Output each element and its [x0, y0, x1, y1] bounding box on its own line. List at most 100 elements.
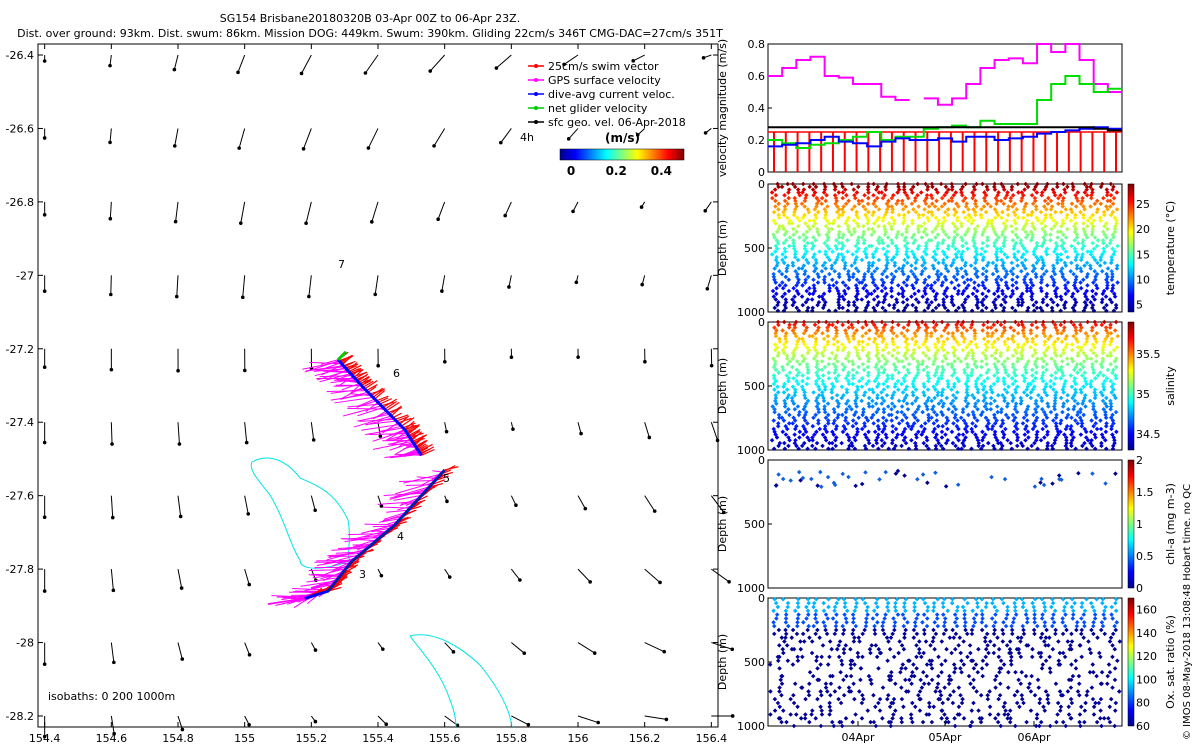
profile-point — [889, 271, 894, 277]
profile-point — [796, 308, 802, 313]
profile-point — [879, 288, 885, 294]
swim-vector — [381, 401, 394, 407]
salinity-y-tick-label: 0 — [758, 316, 765, 329]
profile-point — [840, 280, 846, 285]
profile-point — [942, 305, 948, 311]
profile-point — [933, 257, 938, 263]
profile-point — [790, 302, 796, 308]
oxygen-colorbar-tick: 60 — [1136, 720, 1150, 733]
geostrophic-arrow-head — [730, 714, 735, 718]
profile-point — [800, 283, 805, 288]
geostrophic-arrow-head — [451, 650, 456, 654]
geostrophic-arrow — [568, 128, 579, 140]
profile-point — [802, 271, 807, 277]
profile-point — [811, 254, 816, 260]
profile-point — [965, 277, 970, 283]
geostrophic-arrow-head — [108, 216, 113, 221]
profile-point — [984, 305, 989, 311]
geostrophic-arrow-head — [703, 131, 708, 135]
map-x-tick-label: 154.6 — [96, 732, 128, 745]
profile-point — [795, 271, 800, 277]
profile-point — [825, 254, 830, 260]
profile-point — [990, 271, 996, 277]
profile-point — [976, 283, 981, 288]
geostrophic-arrow — [706, 275, 712, 289]
profile-point — [994, 257, 1000, 263]
gps-surface-vector — [308, 569, 346, 571]
profile-point — [884, 291, 889, 297]
track-label: 3 — [359, 568, 366, 581]
profile-point — [815, 280, 821, 285]
geostrophic-arrow — [110, 495, 114, 518]
profile-point — [944, 254, 950, 260]
map-x-tick-label: 154.4 — [29, 732, 61, 745]
profile-point — [936, 302, 942, 308]
gps-surface-vector — [382, 506, 411, 509]
geostrophic-arrow — [301, 54, 312, 74]
gps-surface-vector — [386, 436, 410, 442]
profile-point — [979, 308, 985, 313]
profile-point — [922, 308, 927, 313]
profile-point — [929, 300, 934, 305]
geostrophic-arrow — [364, 54, 379, 74]
geostrophic-arrow-head — [244, 440, 249, 445]
profile-point — [922, 266, 928, 271]
gps-surface-vector — [372, 410, 387, 420]
legend-marker — [534, 64, 538, 68]
profile-point — [809, 297, 815, 302]
swim-vector — [409, 432, 424, 439]
geostrophic-arrow-head — [379, 504, 384, 508]
profile-point — [902, 257, 907, 263]
profile-point — [1012, 254, 1018, 260]
profile-point — [851, 300, 857, 305]
geostrophic-arrow-head — [664, 717, 669, 722]
geostrophic-arrow — [433, 128, 446, 147]
profile-point — [904, 277, 910, 283]
geostrophic-arrow — [174, 128, 179, 146]
geostrophic-arrow-head — [640, 282, 644, 287]
geostrophic-arrow-head — [179, 586, 184, 590]
geostrophic-arrow-head — [373, 292, 378, 297]
profile-point — [904, 297, 910, 302]
temperature-colorbar-tick: 25 — [1136, 198, 1150, 211]
profile-point — [973, 260, 978, 266]
profile-point — [960, 274, 966, 280]
profile-point — [837, 274, 842, 280]
gps-surface-vector — [402, 448, 418, 456]
geostrophic-arrow-head — [562, 62, 566, 67]
gps-surface-vector — [332, 561, 352, 571]
gps-surface-vector — [348, 533, 385, 536]
swim-vector — [374, 390, 386, 400]
profile-point — [864, 294, 869, 299]
profile-point — [807, 285, 812, 291]
profile-point — [980, 257, 986, 263]
profile-point — [909, 263, 914, 268]
profile-point — [821, 277, 827, 283]
velocity-y-tick-label: 0.8 — [748, 38, 766, 51]
gps-surface-vector — [384, 452, 421, 459]
geostrophic-arrow — [109, 201, 112, 219]
profile-point — [859, 297, 865, 302]
profile-point — [771, 271, 776, 277]
profile-point — [980, 283, 986, 288]
profile-point — [916, 288, 921, 294]
profile-point — [833, 308, 838, 313]
profile-point — [823, 266, 828, 271]
gps-surface-vector — [320, 359, 339, 365]
profile-point — [941, 300, 947, 305]
profile-point — [850, 274, 856, 280]
map-x-tick-label: 155 — [234, 732, 255, 745]
profile-point — [821, 291, 827, 297]
profile-point — [925, 305, 931, 311]
swim-vector — [408, 430, 421, 438]
geostrophic-arrow — [563, 54, 579, 65]
swim-vector — [349, 367, 360, 374]
colorbar-tick-label: 0.4 — [651, 164, 672, 178]
legend-marker — [534, 120, 538, 124]
profile-point — [960, 291, 965, 297]
geostrophic-arrow-head — [432, 144, 436, 148]
gps-surface-vector — [357, 407, 384, 417]
profile-point — [935, 277, 941, 283]
geostrophic-arrow-head — [588, 580, 592, 584]
